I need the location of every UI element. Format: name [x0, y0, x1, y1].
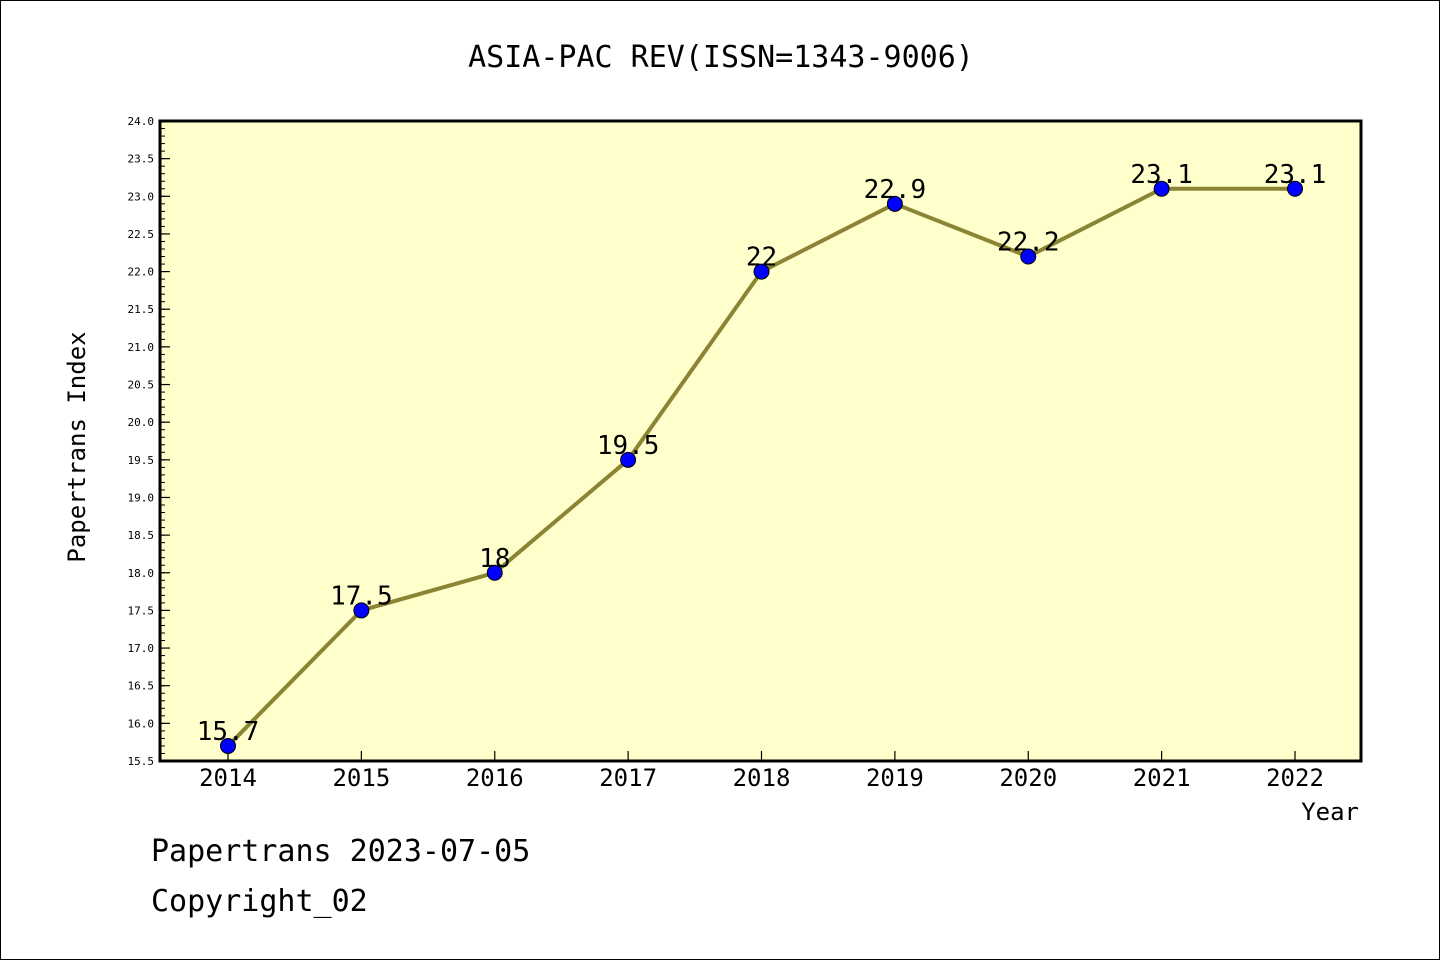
y-tick-label: 17.0 [128, 642, 155, 655]
data-label: 22.9 [864, 175, 927, 205]
y-tick-label: 20.0 [128, 416, 155, 429]
x-tick-label: 2017 [599, 764, 657, 792]
plot-area [160, 121, 1361, 761]
y-tick-label: 19.0 [128, 491, 155, 504]
data-label: 22 [746, 243, 777, 273]
data-point [486, 564, 503, 581]
y-tick-label: 23.5 [128, 153, 155, 166]
data-point [1153, 180, 1170, 197]
x-tick-label: 2014 [199, 764, 257, 792]
x-tick-label: 2016 [466, 764, 524, 792]
y-tick-label: 21.0 [128, 341, 155, 354]
y-tick-label: 19.5 [128, 454, 155, 467]
y-tick-label: 23.0 [128, 190, 155, 203]
y-tick-label: 20.5 [128, 379, 155, 392]
data-label: 23.1 [1264, 160, 1327, 190]
x-tick-label: 2021 [1133, 764, 1191, 792]
footer-date: Papertrans 2023-07-05 [151, 834, 531, 869]
y-tick-label: 17.5 [128, 604, 155, 617]
data-label: 17.5 [330, 581, 393, 611]
y-tick-label: 22.0 [128, 266, 155, 279]
data-point [1287, 180, 1303, 197]
axis-ticks: 15.5 16.0 16.5 17.0 17.5 18.0 18.5 19.0 19.5 20.0… [128, 115, 1324, 792]
series-layer: 15.7 17.5 18 19.5 22 22.9 22.2 23.1 23.1 [197, 160, 1327, 754]
data-point [220, 737, 236, 754]
x-tick-label: 2018 [733, 764, 791, 792]
y-tick-label: 22.5 [128, 228, 155, 241]
data-label: 23.1 [1130, 160, 1193, 190]
plot-border [158, 119, 1363, 763]
x-tick-label: 2022 [1266, 764, 1324, 792]
data-point [353, 602, 370, 619]
data-point [886, 195, 903, 212]
y-tick-label: 18.0 [128, 567, 155, 580]
x-tick-label: 2019 [866, 764, 924, 792]
y-tick-label: 16.0 [128, 717, 155, 730]
x-tick-label: 2020 [999, 764, 1057, 792]
data-point [753, 263, 770, 280]
footer-copyright: Copyright_02 [151, 884, 368, 919]
chart-title: ASIA-PAC REV(ISSN=1343-9006) [468, 40, 974, 75]
data-label: 15.7 [197, 717, 260, 747]
y-tick-label: 21.5 [128, 303, 155, 316]
y-tick-label: 18.5 [128, 529, 155, 542]
y-tick-label: 24.0 [128, 115, 155, 128]
x-tick-label: 2015 [332, 764, 390, 792]
y-tick-label: 16.5 [128, 680, 155, 693]
data-point [1020, 248, 1037, 265]
x-axis-label: Year [1301, 798, 1359, 826]
data-label: 19.5 [597, 431, 660, 461]
data-point [620, 451, 637, 468]
data-label: 22.2 [997, 228, 1060, 258]
y-axis-label: Papertrans Index [63, 331, 91, 562]
data-label: 18 [479, 544, 510, 574]
y-tick-label: 15.5 [128, 755, 155, 768]
